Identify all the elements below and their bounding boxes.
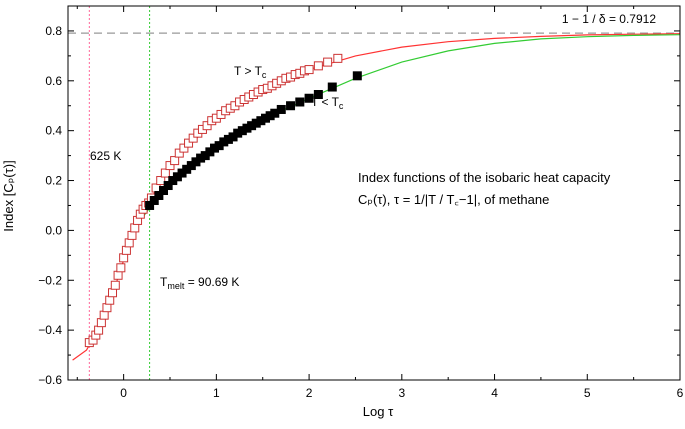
annotation-line-1: Index functions of the isobaric heat cap…	[358, 170, 611, 185]
axis-ticks: 0 1 2 3 4 5 6 −0.6 −0.4 −0.2 0.0 0.2 0.4 0.6 0.8	[38, 5, 684, 400]
point-above-tc	[333, 53, 343, 63]
point-below-tc	[304, 93, 314, 103]
tmelt-label-sub: melt	[167, 281, 185, 291]
point-below-tc	[154, 190, 164, 200]
point-below-tc	[276, 104, 286, 114]
point-above-tc	[304, 65, 314, 75]
point-above-tc	[179, 143, 189, 153]
tmelt-label: Tmelt = 90.69 K	[160, 275, 239, 291]
x-tick-label: 1	[213, 386, 220, 400]
point-above-tc	[94, 325, 104, 335]
point-above-tc	[113, 270, 123, 280]
point-below-tc	[352, 71, 362, 81]
y-tick-label: 0.4	[45, 124, 62, 138]
point-above-tc	[151, 183, 161, 193]
y-tick-label: 0.0	[45, 223, 62, 237]
asymptote-label: 1 − 1 / δ = 0.7912	[562, 12, 656, 26]
y-tick-label: 0.8	[45, 24, 62, 38]
point-above-tc	[170, 156, 180, 166]
x-tick-label: 3	[398, 386, 405, 400]
x-tick-label: 0	[120, 386, 127, 400]
point-below-tc	[163, 181, 173, 191]
point-above-tc	[184, 138, 194, 148]
point-above-tc	[160, 168, 170, 178]
point-above-tc	[102, 303, 112, 313]
point-above-tc	[110, 280, 120, 290]
tmelt-label-main: T	[160, 275, 168, 289]
x-tick-label: 4	[491, 386, 498, 400]
point-below-tc	[327, 82, 337, 92]
y-tick-label: −0.6	[38, 373, 62, 387]
x-axis-label: Log τ	[363, 404, 394, 419]
point-above-tc	[323, 57, 333, 67]
point-below-tc	[145, 200, 155, 210]
point-above-tc	[174, 148, 184, 158]
point-above-tc	[202, 121, 212, 131]
point-above-tc	[188, 133, 198, 143]
series-label-above: T > Tc	[234, 64, 267, 80]
point-above-tc	[108, 288, 118, 298]
point-above-tc	[116, 263, 126, 273]
point-below-tc	[313, 90, 323, 100]
series-label-above-sub: c	[262, 70, 267, 80]
point-above-tc	[105, 295, 115, 305]
plot-frame	[67, 5, 681, 381]
point-above-tc	[96, 318, 106, 328]
x-tick-label: 6	[677, 386, 684, 400]
point-below-tc	[159, 186, 169, 196]
x-tick-label: 5	[584, 386, 591, 400]
y-tick-label: 0.6	[45, 74, 62, 88]
x-tick-label: 2	[306, 386, 313, 400]
y-axis-label: Index [Cₚ(τ)]	[1, 160, 16, 231]
point-above-tc	[165, 161, 175, 171]
vline-625k-label: 625 K	[90, 149, 121, 163]
point-below-tc	[149, 195, 159, 205]
reference-lines	[68, 6, 680, 380]
point-above-tc	[124, 238, 134, 248]
tmelt-label-rest: = 90.69 K	[184, 275, 239, 289]
point-above-tc	[313, 61, 323, 71]
y-tick-label: −0.2	[38, 273, 62, 287]
annotation-line-2: Cₚ(τ), τ = 1/|T / T꜀−1|, of methane	[358, 192, 549, 207]
point-below-tc	[286, 101, 296, 111]
series-label-below-main: T < T	[311, 95, 340, 109]
point-above-tc	[99, 310, 109, 320]
point-above-tc	[119, 253, 129, 263]
series-label-below-sub: c	[339, 101, 344, 111]
series-label-below: T < Tc	[311, 95, 344, 111]
point-above-tc	[121, 245, 131, 255]
point-above-tc	[130, 223, 140, 233]
y-tick-label: −0.4	[38, 323, 62, 337]
point-above-tc	[127, 230, 137, 240]
series-label-above-main: T > T	[234, 64, 263, 78]
point-below-tc	[295, 97, 305, 107]
data-points	[84, 53, 362, 348]
y-tick-label: 0.2	[45, 174, 62, 188]
point-above-tc	[156, 176, 166, 186]
